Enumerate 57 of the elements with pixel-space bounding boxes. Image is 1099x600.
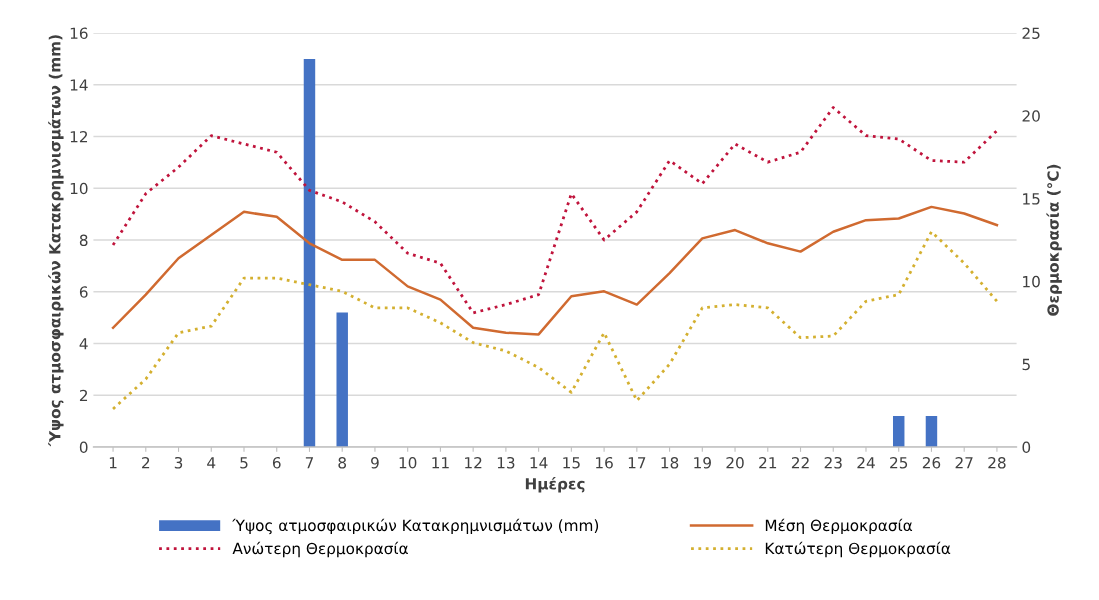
x-tick-label: 13: [497, 456, 515, 469]
x-tick-label: 5: [240, 457, 248, 469]
x-tick-label: 11: [432, 457, 449, 469]
legend-label: Μέση Θερμοκρασία: [765, 518, 913, 535]
y-tick-label: 0: [79, 441, 88, 454]
y2-tick-label: 20: [1022, 110, 1040, 122]
x-tick-label: 10: [399, 456, 417, 469]
x-tick-label: 24: [857, 456, 875, 469]
y-axis-title: Ύψος ατμοσφαιρικών Κατακρημνισμάτων (mm): [48, 35, 64, 447]
x-tick-label: 14: [530, 457, 548, 469]
y-tick-label: 10: [70, 182, 88, 195]
bar: [925, 415, 938, 447]
line-series: [111, 230, 999, 411]
x-axis-title: Ημέρες: [525, 477, 585, 493]
x-tick-label: 2: [142, 456, 150, 469]
x-tick-label: 26: [922, 456, 941, 469]
line-series: [111, 106, 999, 315]
y-tick-label: 14: [70, 79, 88, 91]
line-series: [111, 205, 999, 336]
x-tick-label: 17: [628, 457, 646, 469]
x-tick-label: 15: [563, 457, 580, 469]
y2-tick-label: 10: [1023, 275, 1040, 288]
y2-tick-label: 15: [1023, 193, 1040, 205]
x-tick-label: 25: [890, 456, 908, 469]
y-tick-label: 2: [79, 389, 88, 402]
y2-axis-title: Θερμοκρασία (°C): [1046, 164, 1062, 316]
bar: [336, 312, 348, 447]
y-tick-label: 4: [79, 338, 88, 350]
x-tick-label: 9: [371, 456, 379, 469]
x-tick-label: 12: [465, 456, 482, 469]
bar: [893, 415, 905, 447]
x-tick-label: 7: [305, 457, 314, 469]
x-tick-label: 19: [694, 456, 711, 469]
y-tick-label: 12: [70, 130, 88, 143]
legend-label: Ύψος ατμοσφαιρικών Κατακρημνισμάτων (mm): [232, 518, 599, 535]
legend-label: Ανώτερη Θερμοκρασία: [232, 541, 408, 558]
x-tick-label: 4: [207, 457, 216, 469]
x-tick-label: 16: [596, 456, 613, 469]
y2-tick-label: 0: [1022, 441, 1031, 454]
x-tick-label: 18: [661, 456, 679, 469]
y2-tick-label: 5: [1022, 358, 1030, 371]
y-tick-label: 6: [79, 286, 88, 298]
legend-label: Κατώτερη Θερμοκρασία: [765, 541, 951, 558]
x-tick-label: 21: [759, 456, 777, 469]
y2-tick-label: 25: [1022, 27, 1040, 40]
y-tick-label: 16: [70, 27, 88, 40]
x-tick-label: 20: [726, 456, 744, 469]
x-tick-label: 6: [272, 456, 281, 469]
x-tick-label: 27: [955, 456, 973, 469]
x-tick-label: 3: [174, 456, 183, 469]
x-tick-label: 1: [109, 457, 117, 469]
x-tick-label: 22: [791, 456, 809, 469]
x-tick-label: 8: [338, 456, 347, 469]
x-tick-label: 28: [988, 456, 1006, 469]
bar: [303, 58, 316, 447]
x-tick-label: 23: [824, 456, 842, 469]
y-tick-label: 8: [79, 234, 88, 247]
